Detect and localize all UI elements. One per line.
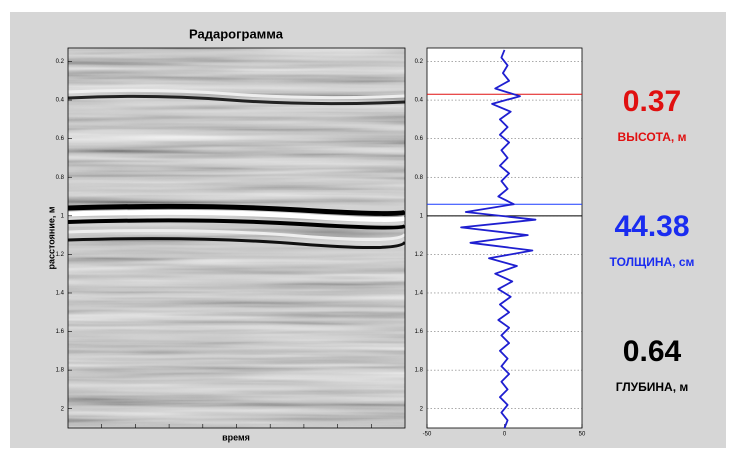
y-tick-label: 1 [61, 213, 65, 219]
reflection [68, 218, 405, 230]
trace-line [460, 49, 537, 429]
y-tick-label: 0.4 [56, 98, 65, 104]
y-tick-label: 1.8 [415, 368, 424, 374]
y-tick-label: 0.4 [415, 98, 424, 104]
y-tick-label: 0.2 [56, 59, 65, 65]
readout-label: ГЛУБИНА, м [616, 380, 689, 394]
reflection [68, 94, 405, 106]
readout-label: ТОЛЩИНА, см [610, 255, 695, 269]
x-tick-label: 50 [579, 432, 586, 438]
x-tick-label: 0 [503, 432, 507, 438]
dynamic-layer: 0.2 0.4 0.6 0.8 1 1.2 1.4 1.6 1.8 2 0.2 0.4 0.6 0.8 1 1… [56, 49, 695, 438]
y-tick-label: 1.2 [56, 252, 65, 258]
y-tick-label: 1 [420, 213, 424, 219]
radargram-title: Радарограмма [189, 26, 284, 41]
y-tick-label: 2 [420, 406, 424, 412]
y-tick-label: 1.6 [415, 329, 424, 335]
y-tick-label: 0.8 [415, 175, 424, 181]
y-tick-label: 1.4 [415, 291, 424, 297]
readout-value: 44.38 [614, 210, 689, 243]
y-tick-label: 1.6 [56, 329, 65, 335]
x-tick-label: -50 [423, 432, 432, 438]
y-tick-label: 0.6 [415, 136, 424, 142]
radargram-image [68, 48, 405, 428]
y-tick-label: 2 [61, 406, 65, 412]
reflection [68, 237, 405, 250]
y-axis-label: расстояние, м [46, 206, 56, 269]
reflection [68, 203, 405, 217]
reflection [68, 229, 405, 242]
y-tick-label: 1.8 [56, 368, 65, 374]
readout-label: ВЫСОТА, м [618, 130, 687, 144]
y-tick-label: 1.2 [415, 252, 424, 258]
y-tick-label: 0.6 [56, 136, 65, 142]
y-tick-label: 0.2 [415, 59, 424, 65]
readout-value: 0.64 [623, 335, 682, 368]
reflection [68, 209, 405, 223]
reflection [68, 88, 405, 100]
y-tick-label: 1.4 [56, 291, 65, 297]
y-tick-label: 0.8 [56, 175, 65, 181]
x-axis-label: время [222, 432, 250, 442]
readout-value: 0.37 [623, 85, 681, 118]
